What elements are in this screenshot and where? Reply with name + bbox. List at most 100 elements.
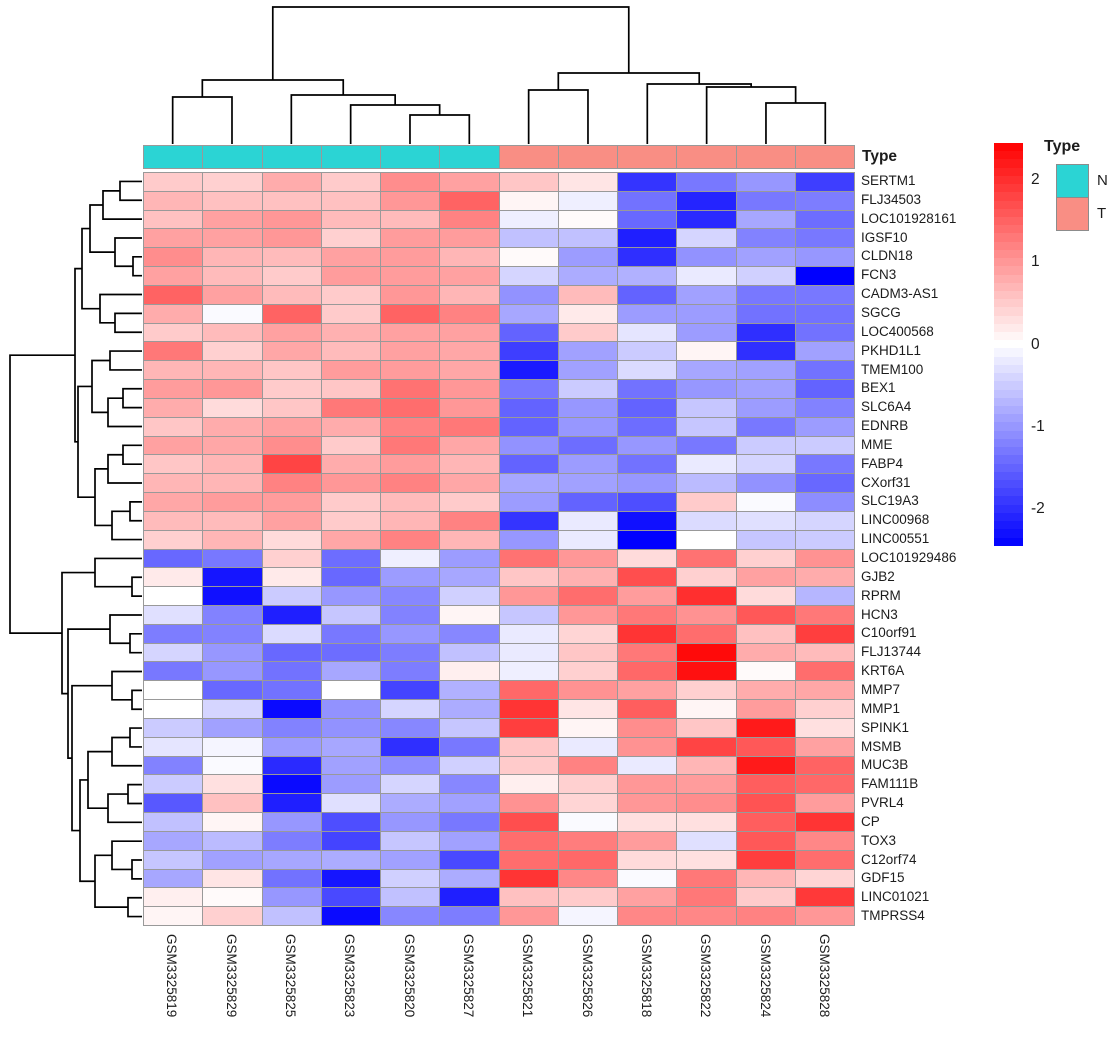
heatmap-cell xyxy=(618,530,677,549)
heatmap-cell xyxy=(321,587,380,605)
heatmap-cell xyxy=(677,191,736,210)
heatmap-cell xyxy=(677,831,736,850)
dendrogram-branch xyxy=(99,293,142,324)
heatmap-cell xyxy=(736,624,795,643)
heatmap-cell xyxy=(321,888,380,907)
heatmap-cell xyxy=(203,285,262,304)
heatmap-cell xyxy=(381,681,440,700)
heatmap-cell xyxy=(795,587,854,605)
heatmap-cell xyxy=(262,173,321,191)
colorbar-band xyxy=(994,373,1023,382)
dendrogram-branch xyxy=(94,468,112,527)
row-label: KRT6A xyxy=(861,663,905,679)
heatmap-cell xyxy=(262,869,321,888)
heatmap-cell xyxy=(321,850,380,869)
heatmap-cell xyxy=(203,342,262,361)
heatmap-cell xyxy=(795,191,854,210)
heatmap-cell xyxy=(144,681,203,700)
heatmap-cell xyxy=(795,455,854,474)
heatmap-cell xyxy=(618,285,677,304)
row-label: SERTM1 xyxy=(861,173,916,188)
heatmap-cell xyxy=(203,643,262,662)
dendrogram-branch xyxy=(114,237,142,268)
colorbar-band xyxy=(994,332,1023,341)
colorbar-band xyxy=(994,471,1023,480)
heatmap-cell xyxy=(262,191,321,210)
column-label: GSM3325822 xyxy=(698,934,714,1018)
heatmap-cell xyxy=(321,417,380,436)
heatmap-cell xyxy=(203,831,262,850)
heatmap-cell xyxy=(618,417,677,436)
heatmap-cell xyxy=(618,718,677,737)
heatmap-cell xyxy=(558,229,617,248)
heatmap-cell xyxy=(499,530,558,549)
heatmap-cell xyxy=(203,850,262,869)
row-label: MSMB xyxy=(861,738,902,754)
heatmap-cell xyxy=(381,173,440,191)
heatmap-cell xyxy=(677,455,736,474)
heatmap-cell xyxy=(558,530,617,549)
heatmap-cell xyxy=(440,737,499,756)
heatmap-cell xyxy=(381,229,440,248)
column-label: GSM3325825 xyxy=(283,934,299,1018)
heatmap-cell xyxy=(558,605,617,624)
heatmap-cell xyxy=(677,718,736,737)
heatmap-cell xyxy=(795,436,854,455)
row-label: PVRL4 xyxy=(861,795,904,811)
dendrogram-branch xyxy=(79,779,95,883)
heatmap-cell xyxy=(499,718,558,737)
annotation-bar-title: Type xyxy=(862,148,898,165)
heatmap-cell xyxy=(321,455,380,474)
heatmap-cell xyxy=(381,587,440,605)
heatmap-cell xyxy=(262,436,321,455)
heatmap-cell xyxy=(795,530,854,549)
heatmap-cell xyxy=(203,549,262,568)
heatmap-cell xyxy=(618,888,677,907)
heatmap-cell xyxy=(558,587,617,605)
heatmap-cell xyxy=(618,229,677,248)
annotation-segment-t xyxy=(736,146,795,168)
colorbar-band xyxy=(994,381,1023,390)
heatmap-cell xyxy=(795,511,854,530)
heatmap-cell xyxy=(618,587,677,605)
heatmap-cell xyxy=(440,398,499,417)
heatmap-cell xyxy=(321,398,380,417)
dendrogram-branch xyxy=(102,190,142,220)
heatmap-cell xyxy=(736,737,795,756)
heatmap-cell xyxy=(262,304,321,323)
heatmap-cell xyxy=(440,285,499,304)
heatmap-cell xyxy=(736,323,795,342)
heatmap-cell xyxy=(677,813,736,831)
heatmap-cell xyxy=(677,417,736,436)
heatmap-cell xyxy=(677,173,736,191)
heatmap-cell xyxy=(440,549,499,568)
heatmap-cell xyxy=(203,267,262,285)
heatmap-cell xyxy=(795,304,854,323)
heatmap-cell xyxy=(558,869,617,888)
heatmap-cell xyxy=(381,794,440,813)
colorbar-band xyxy=(994,389,1023,398)
heatmap-cell xyxy=(558,813,617,831)
heatmap-cell xyxy=(499,549,558,568)
heatmap-cell xyxy=(558,775,617,794)
heatmap-cell xyxy=(736,342,795,361)
heatmap-cell xyxy=(795,794,854,813)
heatmap-cell xyxy=(440,417,499,436)
colorbar-band xyxy=(994,496,1023,505)
heatmap-cell xyxy=(321,869,380,888)
heatmap-cell xyxy=(321,831,380,850)
heatmap-cell xyxy=(795,643,854,662)
heatmap-cell xyxy=(262,831,321,850)
heatmap-cell xyxy=(144,474,203,493)
heatmap-cell xyxy=(558,210,617,229)
heatmap-cell xyxy=(499,605,558,624)
heatmap-cell xyxy=(381,361,440,380)
dendrogram-branch xyxy=(119,180,142,202)
dendrogram-branch xyxy=(131,689,142,711)
heatmap-cell xyxy=(381,285,440,304)
heatmap-cell xyxy=(381,398,440,417)
heatmap-cell xyxy=(381,568,440,587)
heatmap-cell xyxy=(677,267,736,285)
annotation-segment-t xyxy=(618,146,677,168)
